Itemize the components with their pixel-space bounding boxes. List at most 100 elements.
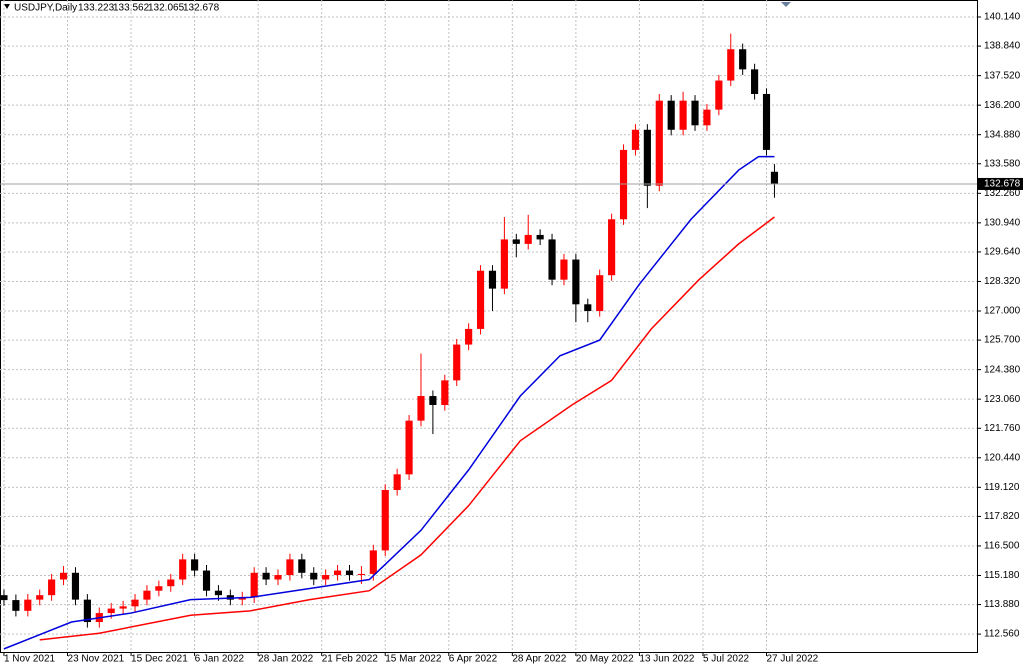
candle-body [71,572,80,600]
candle-body [770,171,779,184]
y-tick-label: 119.120 [984,482,1020,493]
candle-body [536,234,544,240]
candle-body [36,595,44,600]
x-tick-label: 20 May 2022 [576,654,634,665]
candle-body [465,328,473,345]
y-tick-label: 116.500 [984,541,1020,552]
candle-body [488,270,497,289]
y-tick-label: 128.320 [984,276,1021,287]
candle-body [322,575,330,580]
x-tick-label: 28 Jan 2022 [258,654,313,665]
y-tick-label: 125.700 [984,335,1021,346]
candle-body [107,608,115,614]
candle-body [238,597,246,600]
candle-body [191,559,199,571]
y-tick-label: 123.060 [984,394,1021,405]
shift-marker [781,2,791,7]
candle-body [381,490,389,551]
moving-average [3,155,775,650]
candle-body [143,590,151,600]
y-tick-label: 132.260 [984,188,1021,199]
candle-body [619,149,628,220]
y-tick-label: 115.180 [984,570,1020,581]
candle-body [548,239,556,280]
candle-body [715,80,723,110]
y-tick-label: 130.940 [984,217,1021,228]
y-tick-label: 134.880 [984,129,1021,140]
candle-body [667,100,675,130]
x-tick-label: 28 Apr 2022 [512,654,566,665]
candle-body [560,259,568,280]
candle-body [274,575,282,580]
candle-body [727,49,735,81]
candle-body [572,259,580,305]
candle-body [608,219,616,276]
candle-body [751,69,759,94]
candle-body [310,572,318,580]
candle-body [441,380,449,405]
y-tick-label: 137.520 [984,70,1021,81]
candle-body [357,573,365,576]
candle-body [286,559,294,576]
y-tick-label: 129.640 [984,247,1021,258]
candle-body [345,570,354,576]
candle-body [584,304,592,312]
menu-arrow [4,4,10,9]
x-tick-label: 13 Jun 2022 [639,654,694,665]
x-tick-label: 23 Nov 2021 [68,654,125,665]
low-value: 132.065 [148,3,185,14]
y-tick-label: 140.140 [984,12,1021,23]
candle-body [202,570,211,591]
candle-body [405,420,413,475]
current-price-label: 132.678 [984,179,1021,190]
y-tick-label: 133.580 [984,158,1021,169]
y-tick-label: 121.760 [984,423,1021,434]
x-tick-label: 6 Apr 2022 [449,654,498,665]
candle-body [703,109,711,126]
candle-body [429,396,437,405]
candle-body [12,600,20,611]
candle-body [131,599,139,607]
candle-body [59,572,68,580]
x-tick-label: 15 Dec 2021 [131,654,188,665]
candle-body [0,595,8,601]
candle-body [369,550,377,574]
open-value: 133.223 [78,3,115,14]
candle-body [393,474,401,491]
y-tick-label: 138.840 [984,41,1021,52]
symbol: USDJPY,Daily [14,3,77,14]
y-tick-label: 113.880 [984,599,1020,610]
x-tick-label: 1 Nov 2021 [4,654,56,665]
candle-body [298,559,306,573]
candle-body [24,599,32,611]
candle-body [453,344,461,381]
y-tick-label: 120.440 [984,452,1021,463]
candle-body [762,93,771,150]
candle-body [643,129,651,186]
candle-body [155,586,163,591]
y-tick-label: 127.000 [984,306,1021,317]
candle-body [167,579,175,587]
x-tick-label: 27 Jul 2022 [767,654,819,665]
x-tick-label: 21 Feb 2022 [322,654,379,665]
x-tick-label: 15 Mar 2022 [385,654,442,665]
candle-body [48,579,56,596]
candle-body [691,100,699,126]
candle-body [83,599,91,623]
candle-body [739,49,747,70]
y-tick-label: 136.200 [984,100,1021,111]
x-tick-label: 6 Jan 2022 [195,654,245,665]
candle-body [214,590,223,596]
candle-body [596,275,604,312]
candle-body [262,572,270,580]
candle-body [679,100,687,130]
candle-body [179,559,187,580]
candle-body [334,570,342,576]
current-price-box [977,177,1023,190]
moving-average [39,216,775,641]
candle-body [476,270,485,329]
candle-body [655,100,663,186]
candle-body [250,572,258,598]
